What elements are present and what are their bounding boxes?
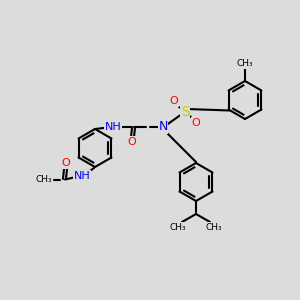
Text: CH₃: CH₃: [206, 223, 222, 232]
Text: O: O: [61, 158, 70, 168]
Text: NH: NH: [74, 171, 90, 181]
Text: O: O: [169, 96, 178, 106]
Text: S: S: [181, 105, 189, 119]
Text: O: O: [128, 137, 136, 147]
Text: N: N: [158, 121, 168, 134]
Text: CH₃: CH₃: [36, 176, 52, 184]
Text: CH₃: CH₃: [237, 59, 253, 68]
Text: O: O: [192, 118, 200, 128]
Text: CH₃: CH₃: [170, 223, 186, 232]
Text: NH: NH: [105, 122, 122, 132]
